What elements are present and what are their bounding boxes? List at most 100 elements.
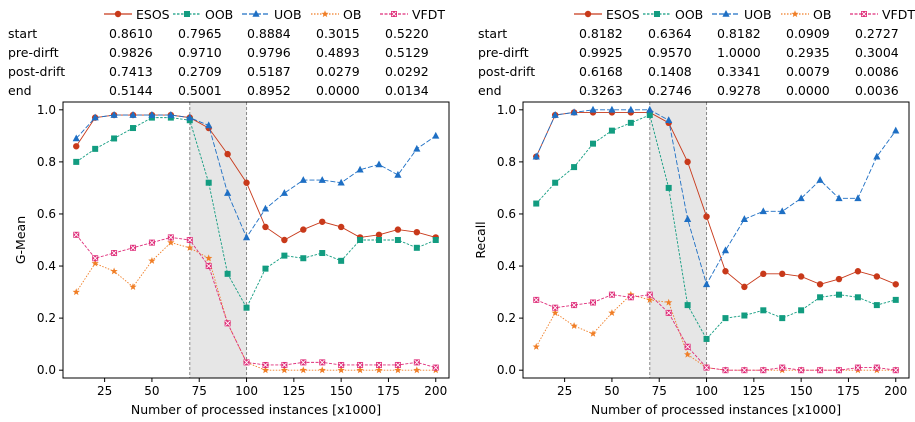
data-point [816, 176, 824, 183]
y-tick-label: 0.8 [37, 155, 56, 169]
x-tick-label: 200 [424, 384, 447, 398]
data-point [130, 125, 137, 132]
data-point [299, 366, 307, 374]
series-line [75, 114, 436, 241]
y-tick-label: 0.2 [497, 311, 516, 325]
data-point [684, 158, 691, 166]
data-point [375, 231, 383, 238]
series-esos [73, 111, 439, 244]
series-vfdt [533, 291, 899, 374]
data-point [375, 366, 383, 374]
data-point [722, 315, 729, 322]
data-point [835, 291, 842, 298]
legend: ESOS 0.8182 0.9925 0.6168 0.3263 OOB 0.6364 0.9… [478, 7, 915, 98]
data-point [741, 283, 748, 291]
legend-value: 0.2935 [786, 45, 830, 60]
data-point [224, 320, 231, 327]
series-line [75, 234, 436, 369]
legend-label: VFDT [882, 7, 915, 22]
y-tick-label: 0.6 [37, 207, 56, 221]
data-point [148, 239, 155, 246]
data-point [262, 361, 269, 368]
data-point [816, 281, 824, 288]
legend-value: 0.8182 [717, 26, 761, 41]
data-point [760, 270, 767, 278]
data-point [205, 254, 213, 262]
y-tick-label: 0.0 [497, 363, 516, 377]
data-point [646, 291, 653, 298]
data-point [798, 307, 805, 314]
data-point [873, 302, 880, 309]
data-point [892, 126, 900, 134]
data-point [73, 231, 80, 238]
legend-entry-uob: UOB 0.8182 1.0000 0.3341 0.9278 [712, 7, 772, 98]
legend-value: 0.1408 [648, 64, 692, 79]
legend-entry-oob: OOB 0.7965 0.9710 0.2709 0.5001 [173, 7, 233, 98]
legend-marker [791, 10, 799, 18]
data-point [224, 189, 232, 196]
legend-value: 0.3341 [717, 64, 761, 79]
data-point [741, 312, 748, 319]
data-point [835, 367, 842, 374]
data-point [413, 359, 420, 366]
data-point [318, 366, 326, 374]
legend-label: OB [343, 7, 361, 22]
data-point [394, 237, 401, 243]
data-point [243, 304, 250, 311]
legend-value: 0.2709 [178, 64, 222, 79]
data-point [627, 105, 635, 113]
x-tick-label: 25 [557, 384, 572, 398]
legend-value: 0.5001 [178, 83, 222, 98]
data-point [590, 299, 597, 306]
legend-value: 0.7413 [109, 64, 153, 79]
data-point [261, 204, 270, 212]
x-tick-label: 100 [695, 384, 718, 398]
legend-entry-vfdt: VFDT 0.5220 0.5129 0.0292 0.0134 [380, 7, 445, 98]
series-oob [73, 114, 439, 311]
data-point [413, 144, 421, 152]
legend-value: 0.7965 [178, 26, 222, 41]
data-point [589, 329, 597, 337]
legend-value: 0.0000 [316, 83, 360, 98]
legend-label: ESOS [136, 7, 170, 22]
legend-entry-ob: OB 0.3015 0.4893 0.0279 0.0000 [311, 7, 361, 98]
data-point [357, 237, 364, 243]
data-point [760, 367, 767, 374]
data-point [703, 335, 710, 342]
data-point [532, 152, 540, 160]
legend-row-label: post-drift [478, 64, 535, 79]
data-point [205, 121, 213, 129]
series-line [535, 111, 896, 288]
legend-value: 0.0279 [316, 64, 360, 79]
legend-marker [654, 11, 660, 17]
data-point [873, 152, 881, 160]
data-point [91, 259, 99, 267]
y-tick-label: 0.8 [497, 155, 516, 169]
legend-label: ESOS [606, 7, 640, 22]
legend-label: OOB [675, 7, 703, 22]
data-point [684, 350, 692, 358]
data-point [854, 364, 861, 371]
legend-value: 0.8610 [109, 26, 153, 41]
data-point [665, 298, 673, 306]
data-point [684, 215, 692, 222]
legend-value: 0.2746 [648, 83, 692, 98]
data-point [817, 294, 824, 301]
data-point [779, 270, 786, 278]
x-tick-label: 175 [377, 384, 400, 398]
data-point [300, 226, 307, 233]
x-tick-label: 200 [884, 384, 907, 398]
data-point [570, 108, 578, 116]
legend-row-label: post-drift [8, 64, 65, 79]
legend-value: 0.4893 [316, 45, 360, 60]
series-uob [72, 111, 440, 241]
legend-marker [722, 10, 730, 17]
series-line [535, 109, 897, 286]
data-point [129, 111, 137, 118]
data-point [73, 143, 80, 150]
data-point [665, 184, 672, 191]
data-point [665, 309, 672, 316]
y-tick-label: 1.0 [497, 103, 516, 117]
y-tick-label: 0.4 [37, 259, 56, 273]
data-point [262, 223, 269, 231]
